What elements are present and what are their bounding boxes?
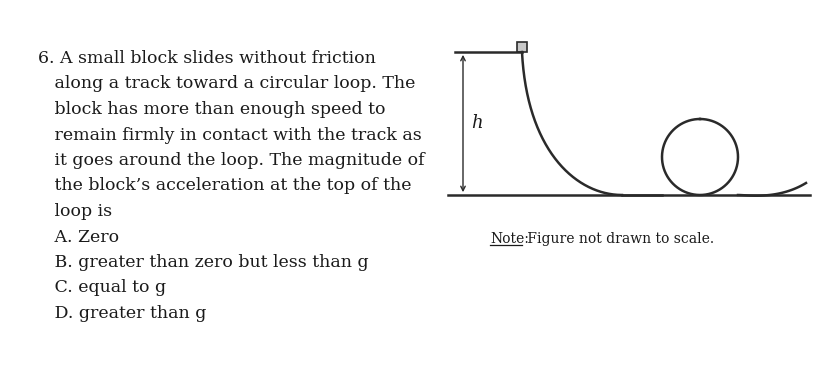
Text: D. greater than g: D. greater than g <box>38 305 206 322</box>
Text: the block’s acceleration at the top of the: the block’s acceleration at the top of t… <box>38 178 412 195</box>
Bar <box>517 42 527 52</box>
Text: C. equal to g: C. equal to g <box>38 279 166 296</box>
Text: Note:: Note: <box>490 232 529 246</box>
Text: B. greater than zero but less than g: B. greater than zero but less than g <box>38 254 368 271</box>
Text: remain firmly in contact with the track as: remain firmly in contact with the track … <box>38 127 421 144</box>
Text: block has more than enough speed to: block has more than enough speed to <box>38 101 385 118</box>
Text: along a track toward a circular loop. The: along a track toward a circular loop. Th… <box>38 76 416 93</box>
Text: h: h <box>471 115 482 132</box>
Text: loop is: loop is <box>38 203 112 220</box>
Text: A. Zero: A. Zero <box>38 229 119 245</box>
Text: 6. A small block slides without friction: 6. A small block slides without friction <box>38 50 376 67</box>
Text: Figure not drawn to scale.: Figure not drawn to scale. <box>523 232 714 246</box>
Text: it goes around the loop. The magnitude of: it goes around the loop. The magnitude o… <box>38 152 425 169</box>
